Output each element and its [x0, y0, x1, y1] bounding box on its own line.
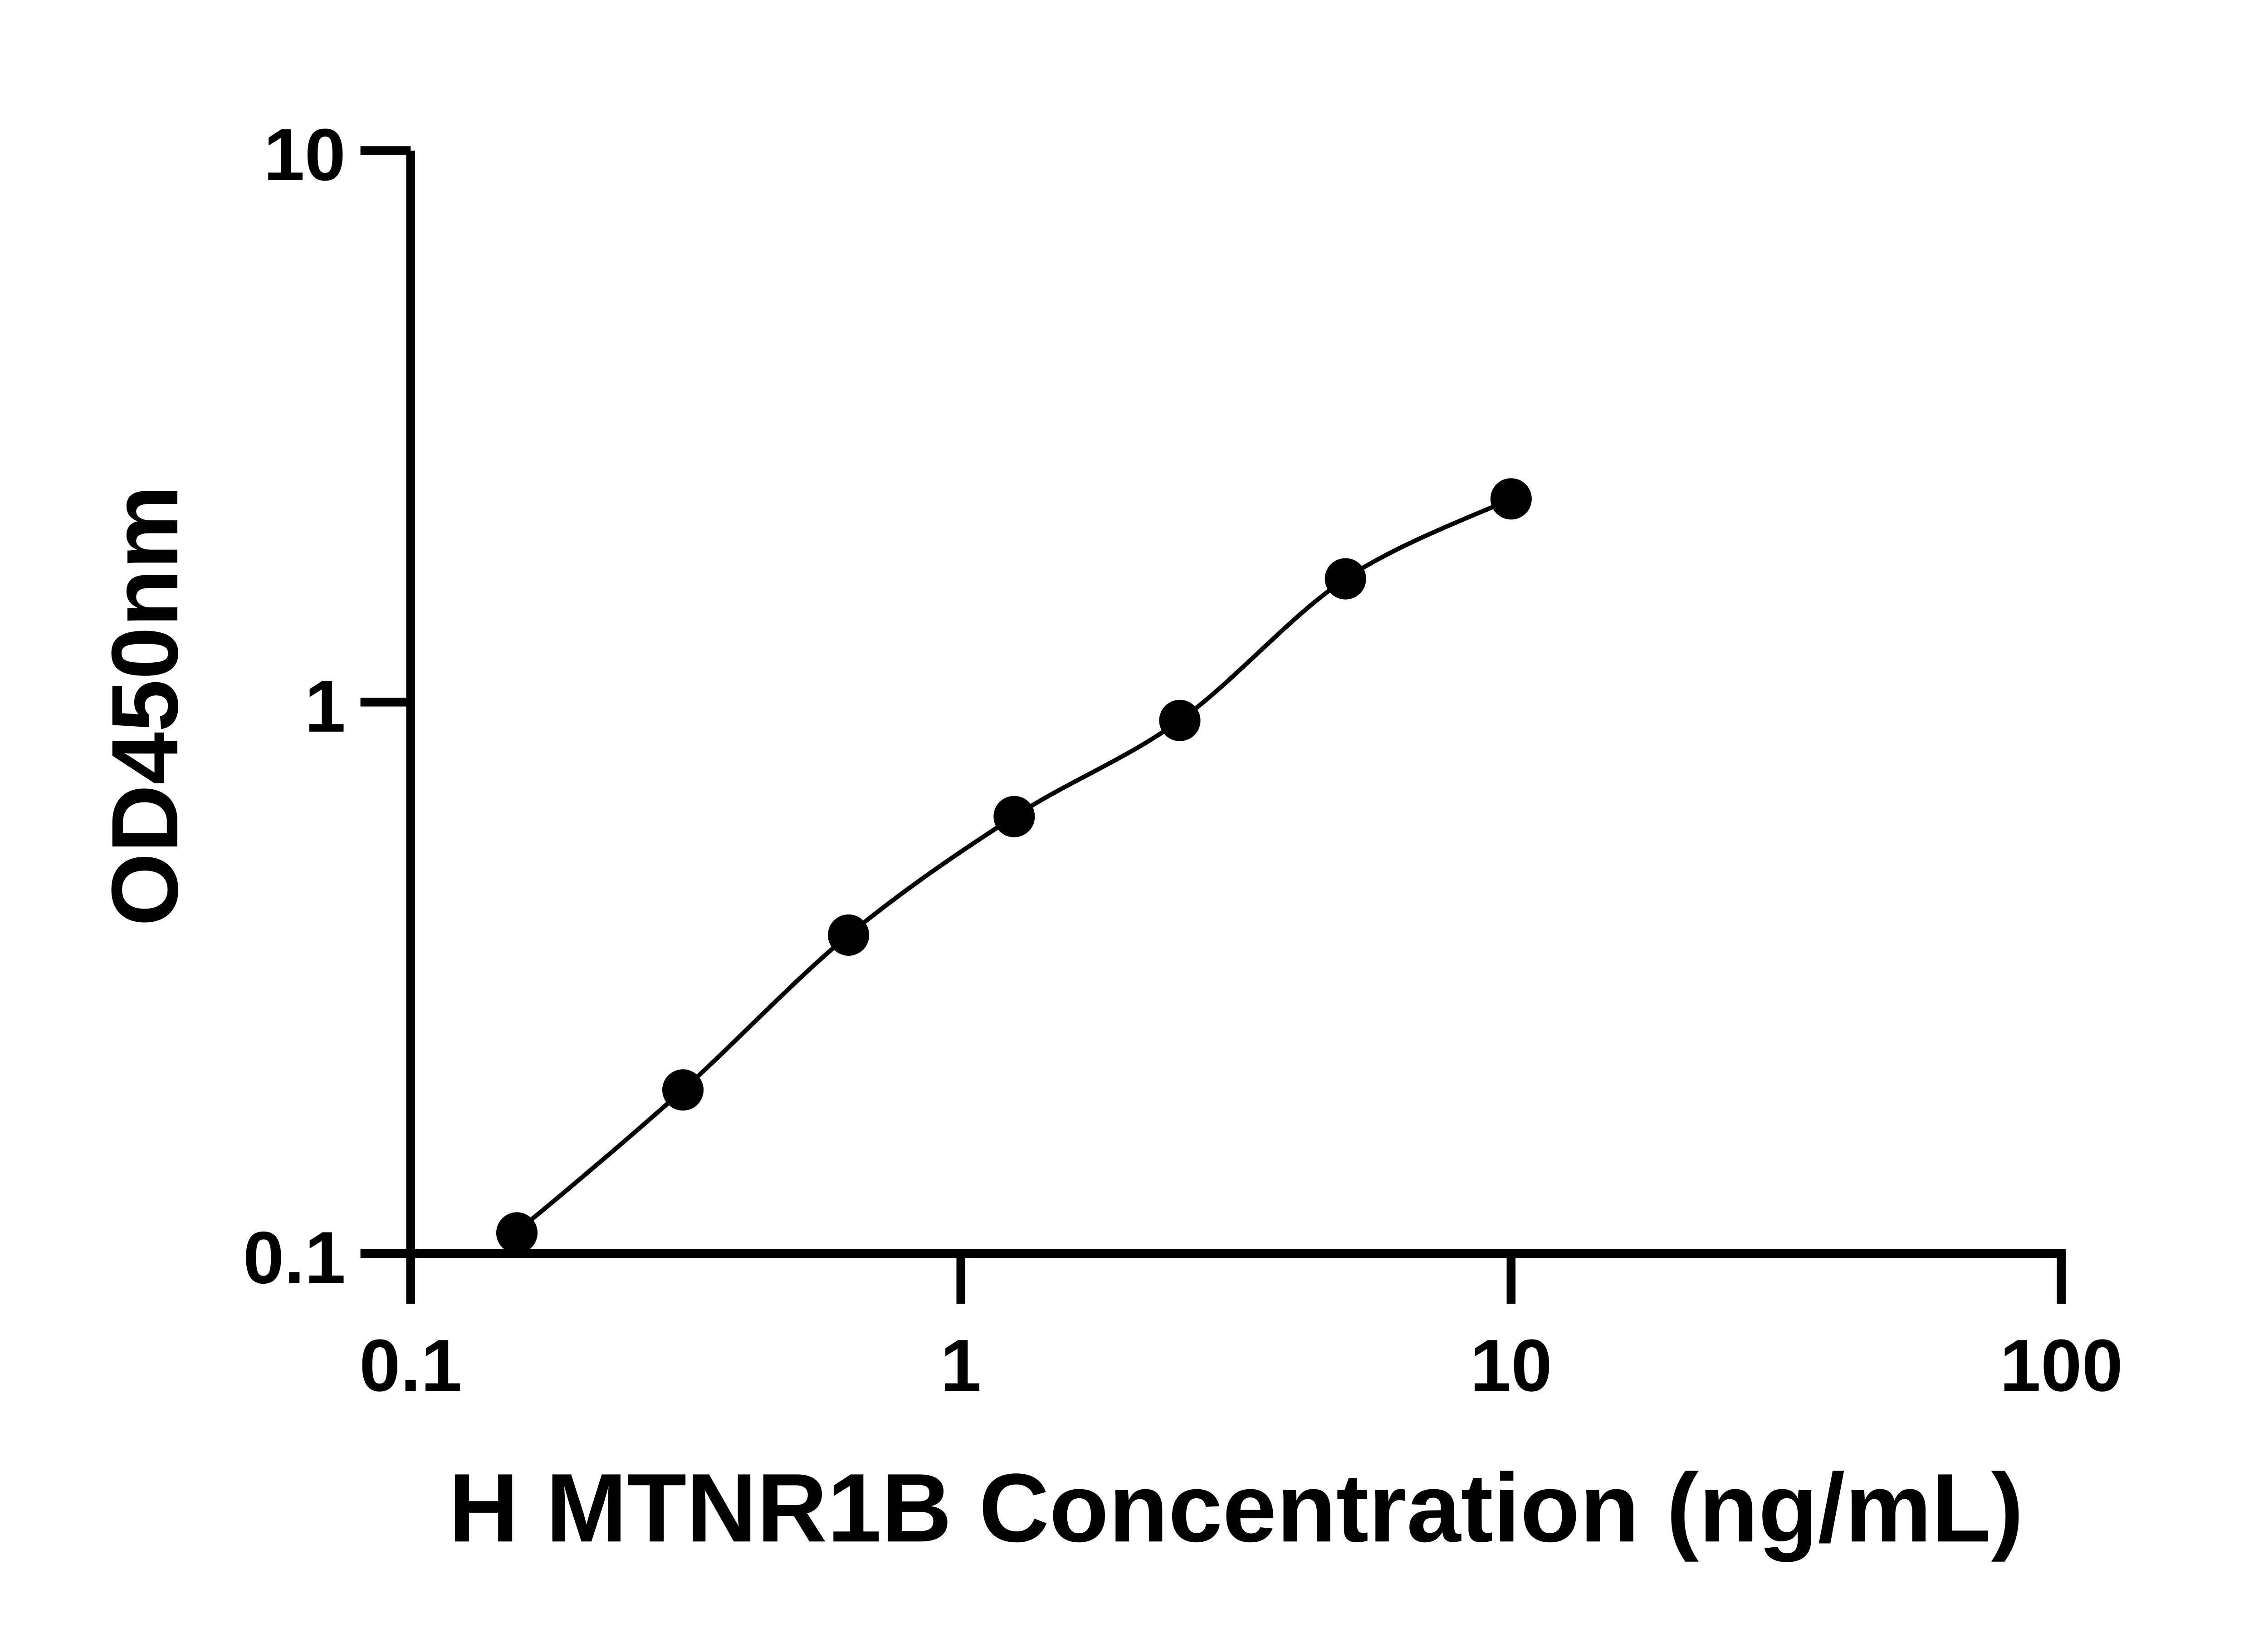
y-tick-label: 0.1 [243, 1217, 346, 1299]
x-tick-label: 0.1 [359, 1325, 462, 1407]
y-tick-label: 10 [264, 114, 346, 196]
fit-curve [524, 497, 1512, 1226]
axes [360, 146, 2066, 1304]
y-axis-title: OD450nm [92, 485, 198, 926]
data-point [496, 1212, 538, 1254]
data-point [993, 796, 1035, 837]
data-point [662, 1069, 704, 1111]
data-point [1490, 478, 1532, 520]
x-tick-label: 100 [2000, 1325, 2123, 1407]
x-tick-labels: 0.1 1 10 100 [359, 1325, 2123, 1407]
data-point [1325, 558, 1366, 600]
x-tick-label: 10 [1470, 1325, 1552, 1407]
data-points [496, 478, 1532, 1254]
x-tick-label: 1 [940, 1325, 982, 1407]
y-tick-labels: 0.1 1 10 [243, 114, 346, 1299]
y-tick-label: 1 [305, 665, 346, 748]
x-axis-title: H MTNR1B Concentration (ng/mL) [449, 1453, 2024, 1562]
data-point [1159, 699, 1201, 741]
data-point [828, 914, 870, 956]
